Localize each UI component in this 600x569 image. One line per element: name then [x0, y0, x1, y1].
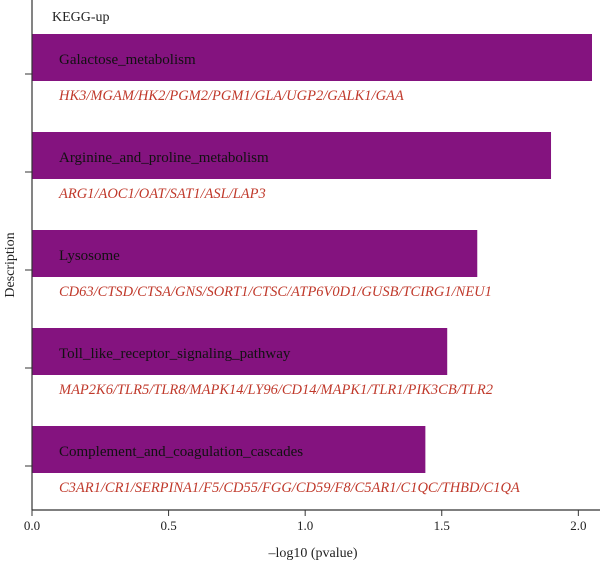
x-tick-label-3: 1.5: [434, 518, 450, 533]
axes-layer: 0.0 0.5 1.0 1.5 2.0: [24, 0, 600, 533]
y-axis-title: Description: [3, 232, 18, 297]
gene-list-3: MAP2K6/TLR5/TLR8/MAPK14/LY96/CD14/MAPK1/…: [58, 382, 493, 398]
bar-label-0: Galactose_metabolism: [59, 52, 196, 68]
x-tick-label-1: 0.5: [160, 518, 176, 533]
x-axis-title: –log10 (pvalue): [267, 546, 357, 561]
bar-label-3: Toll_like_receptor_signaling_pathway: [59, 346, 291, 362]
gene-list-0: HK3/MGAM/HK2/PGM2/PGM1/GLA/UGP2/GALK1/GA…: [58, 88, 404, 104]
chart-title: KEGG-up: [52, 10, 110, 25]
bar-label-1: Arginine_and_proline_metabolism: [59, 150, 269, 166]
bar-2: [32, 230, 478, 277]
bar-label-4: Complement_and_coagulation_cascades: [59, 444, 303, 460]
bar-0: [32, 34, 592, 81]
gene-list-2: CD63/CTSD/CTSA/GNS/SORT1/CTSC/ATP6V0D1/G…: [59, 284, 492, 300]
bar-label-2: Lysosome: [59, 248, 120, 264]
x-tick-label-4: 2.0: [570, 518, 586, 533]
bar-4: [32, 426, 426, 473]
bar-3: [32, 328, 448, 375]
bar-1: [32, 132, 552, 179]
gene-list-4: C3AR1/CR1/SERPINA1/F5/CD55/FGG/CD59/F8/C…: [59, 480, 520, 496]
x-tick-label-0: 0.0: [24, 518, 40, 533]
gene-list-1: ARG1/AOC1/OAT/SAT1/ASL/LAP3: [58, 186, 266, 202]
x-tick-label-2: 1.0: [297, 518, 313, 533]
bars-layer: Galactose_metabolism HK3/MGAM/HK2/PGM2/PG…: [32, 34, 592, 496]
